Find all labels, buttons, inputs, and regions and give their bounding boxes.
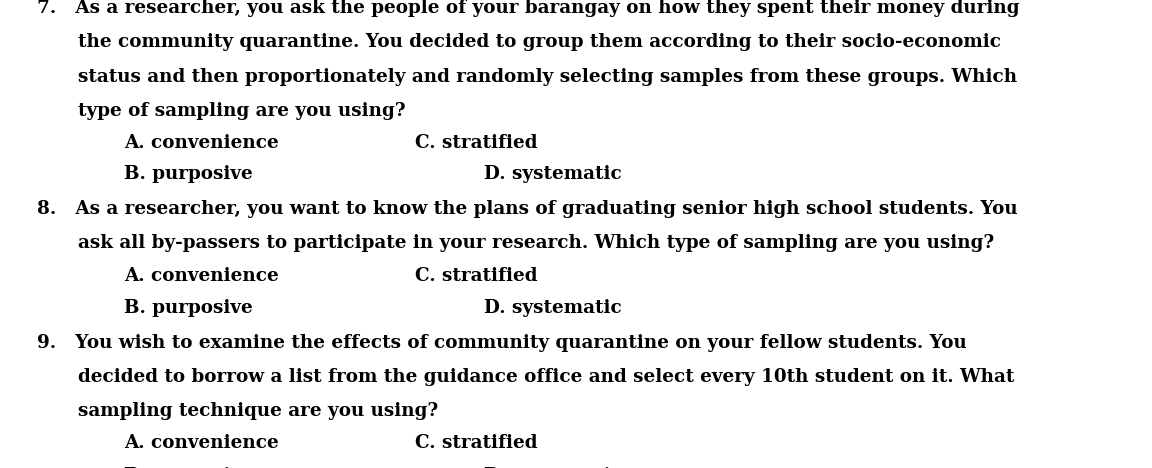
- Text: 8.   As a researcher, you want to know the plans of graduating senior high schoo: 8. As a researcher, you want to know the…: [37, 200, 1017, 218]
- Text: decided to borrow a list from the guidance office and select every 10th student : decided to borrow a list from the guidan…: [78, 368, 1015, 386]
- Text: A. convenience: A. convenience: [124, 434, 279, 452]
- Text: type of sampling are you using?: type of sampling are you using?: [78, 102, 406, 120]
- Text: B. purposive: B. purposive: [124, 165, 253, 183]
- Text: B. purposive: B. purposive: [124, 299, 253, 317]
- Text: A. convenience: A. convenience: [124, 134, 279, 152]
- Text: the community quarantine. You decided to group them according to their socio-eco: the community quarantine. You decided to…: [78, 34, 1001, 51]
- Text: C. stratified: C. stratified: [415, 134, 537, 152]
- Text: ask all by-passers to participate in your research. Which type of sampling are y: ask all by-passers to participate in you…: [78, 234, 994, 252]
- Text: C. stratified: C. stratified: [415, 267, 537, 285]
- Text: A. convenience: A. convenience: [124, 267, 279, 285]
- Text: status and then proportionately and randomly selecting samples from these groups: status and then proportionately and rand…: [78, 68, 1017, 86]
- Text: D. systematic: D. systematic: [484, 165, 622, 183]
- Text: sampling technique are you using?: sampling technique are you using?: [78, 402, 439, 420]
- Text: D. systematic: D. systematic: [484, 299, 622, 317]
- Text: C. stratified: C. stratified: [415, 434, 537, 452]
- Text: 9.   You wish to examine the effects of community quarantine on your fellow stud: 9. You wish to examine the effects of co…: [37, 334, 967, 352]
- Text: 7.   As a researcher, you ask the people of your barangay on how they spent thei: 7. As a researcher, you ask the people o…: [37, 0, 1020, 17]
